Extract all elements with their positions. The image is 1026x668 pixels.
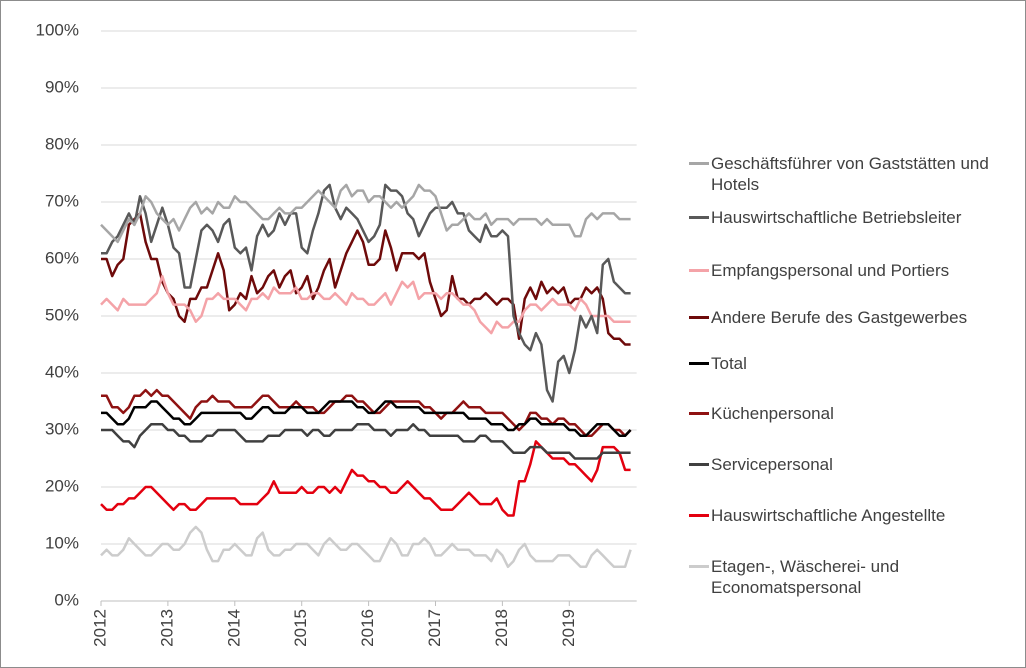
- legend-label: Total: [711, 354, 747, 373]
- legend-item: Total: [689, 353, 1019, 374]
- legend-label: Geschäftsführer von Gaststätten und Hote…: [711, 154, 989, 194]
- legend-swatch: [689, 412, 709, 415]
- x-tick-label: 2018: [492, 609, 511, 647]
- series-line: [101, 400, 632, 437]
- legend-label: Etagen-, Wäscherei- und Economatspersona…: [711, 557, 900, 597]
- legend-item: Andere Berufe des Gastgewerbes: [689, 307, 1019, 328]
- legend-item: Empfangspersonal und Portiers: [689, 260, 1019, 281]
- legend-swatch: [689, 514, 709, 517]
- legend-label: Servicepersonal: [711, 455, 833, 474]
- legend-item: Hauswirtschaftliche Betriebsleiter: [689, 207, 1019, 228]
- x-tick-label: 2013: [157, 609, 176, 647]
- series-line: [100, 183, 631, 244]
- legend-swatch: [689, 362, 709, 365]
- series-line: [101, 212, 631, 346]
- legend-item: Küchenpersonal: [689, 403, 1019, 424]
- legend-label: Andere Berufe des Gastgewerbes: [711, 308, 968, 327]
- y-tick-label: 10%: [45, 533, 79, 552]
- legend-item: Hauswirtschaftliche Angestellte: [689, 505, 1019, 526]
- y-tick-label: 40%: [45, 362, 79, 381]
- y-tick-label: 30%: [45, 419, 79, 438]
- x-tick-label: 2015: [291, 609, 310, 647]
- y-tick-label: 20%: [45, 476, 79, 495]
- legend-label: Hauswirtschaftliche Betriebsleiter: [711, 208, 962, 227]
- series-line: [100, 525, 632, 569]
- y-tick-label: 50%: [45, 305, 79, 324]
- legend-item: Servicepersonal: [689, 454, 1019, 475]
- legend-swatch: [689, 162, 709, 165]
- series-line: [100, 274, 631, 335]
- legend-item: Geschäftsführer von Gaststätten und Hote…: [689, 153, 1019, 195]
- legend-swatch: [689, 316, 709, 319]
- x-tick-label: 2012: [90, 609, 109, 647]
- y-tick-label: 70%: [45, 191, 79, 210]
- legend-swatch: [689, 463, 709, 466]
- y-tick-label: 90%: [45, 77, 79, 96]
- series-line: [101, 183, 631, 403]
- y-tick-label: 100%: [36, 20, 79, 39]
- x-tick-label: 2019: [559, 609, 578, 647]
- legend-label: Küchenpersonal: [711, 404, 834, 423]
- legend-swatch: [689, 269, 709, 272]
- legend-label: Empfangspersonal und Portiers: [711, 261, 950, 280]
- y-tick-label: 60%: [45, 248, 79, 267]
- x-tick-label: 2014: [224, 609, 243, 647]
- series-line: [101, 388, 632, 437]
- y-tick-label: 80%: [45, 134, 79, 153]
- legend-item: Etagen-, Wäscherei- und Economatspersona…: [689, 556, 1019, 598]
- x-tick-label: 2017: [425, 609, 444, 647]
- series-line: [101, 423, 631, 460]
- x-tick-label: 2016: [358, 609, 377, 647]
- legend-swatch: [689, 216, 709, 219]
- legend-label: Hauswirtschaftliche Angestellte: [711, 506, 946, 525]
- legend-swatch: [689, 565, 709, 568]
- y-tick-label: 0%: [54, 590, 79, 609]
